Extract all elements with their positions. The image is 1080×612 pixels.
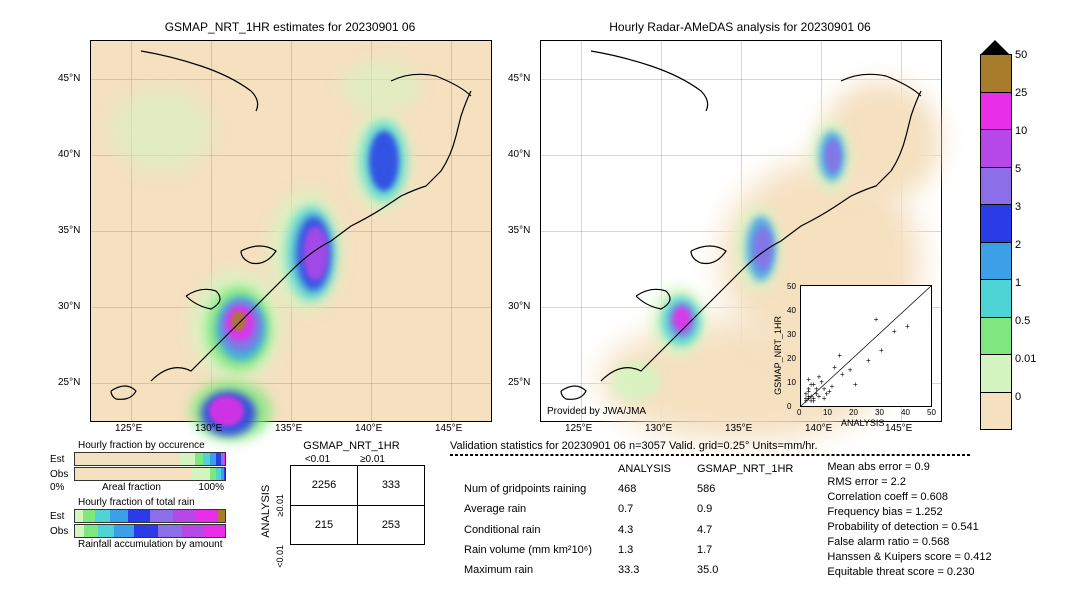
map2-attribution: Provided by JWA/JMA xyxy=(547,406,646,417)
val-row-a: 4.3 xyxy=(606,520,683,538)
val-row-name: Conditional rain xyxy=(452,520,604,538)
occ-areal: Areal fraction xyxy=(102,482,161,493)
cont-row-header: ANALYSIS xyxy=(260,454,272,568)
svg-text:+: + xyxy=(866,356,871,365)
colorbar-tick: 25 xyxy=(1015,87,1027,99)
colorbar-tick: 3 xyxy=(1015,201,1021,213)
svg-text:+: + xyxy=(832,363,837,372)
stat-row: False alarm ratio = 0.568 xyxy=(827,536,991,548)
map1-panel xyxy=(90,40,492,422)
map1-title: GSMAP_NRT_1HR estimates for 20230901 06 xyxy=(90,20,490,34)
totalrain-obs-bar xyxy=(74,524,226,538)
svg-text:+: + xyxy=(837,351,842,360)
cont-cell-10: 215 xyxy=(291,505,358,545)
occ-0pct: 0% xyxy=(50,482,64,493)
totalrain-title: Hourly fraction of total rain xyxy=(78,497,226,508)
val-row-b: 0.9 xyxy=(685,500,805,518)
svg-text:+: + xyxy=(905,322,910,331)
scatter-inset: ++++++++++++++++++++++++++++++++++001010… xyxy=(800,285,932,407)
obs-label2: Obs xyxy=(50,526,74,537)
svg-text:+: + xyxy=(840,370,845,379)
svg-text:+: + xyxy=(817,373,822,382)
colorbar-tick: 2 xyxy=(1015,239,1021,251)
svg-text:+: + xyxy=(853,380,858,389)
svg-text:+: + xyxy=(892,327,897,336)
val-row-a: 0.7 xyxy=(606,500,683,518)
val-row-b: 4.7 xyxy=(685,520,805,538)
svg-text:+: + xyxy=(848,365,853,374)
cont-col-lt: <0.01 xyxy=(290,454,345,465)
val-row-b: 35.0 xyxy=(685,561,805,579)
figure-root: GSMAP_NRT_1HR estimates for 20230901 06 … xyxy=(10,10,1070,602)
contingency-block: GSMAP_NRT_1HR ANALYSIS <0.01 ≥0.01 ≥0.01… xyxy=(260,440,425,568)
cont-col-ge: ≥0.01 xyxy=(345,454,400,465)
est-label: Est xyxy=(50,454,74,465)
occurrence-obs-bar xyxy=(74,467,226,481)
stat-row: Probability of detection = 0.541 xyxy=(827,521,991,533)
occurrence-est-bar xyxy=(74,452,226,466)
cont-row-ge: ≥0.01 xyxy=(275,494,290,516)
val-col-a: ANALYSIS xyxy=(606,460,683,478)
map2-title: Hourly Radar-AMeDAS analysis for 2023090… xyxy=(540,20,940,34)
colorbar-tick: 10 xyxy=(1015,125,1027,137)
val-row-b: 1.7 xyxy=(685,541,805,559)
occurrence-title: Hourly fraction by occurence xyxy=(78,440,226,451)
svg-text:+: + xyxy=(879,346,884,355)
totalrain-est-bar xyxy=(74,509,226,523)
colorbar-tick: 50 xyxy=(1015,49,1027,61)
val-row-a: 468 xyxy=(606,480,683,498)
contingency-table: 2256 333 215 253 xyxy=(290,465,425,545)
stat-row: Equitable threat score = 0.230 xyxy=(827,566,991,578)
colorbar-tick: 5 xyxy=(1015,163,1021,175)
val-row-name: Average rain xyxy=(452,500,604,518)
val-row-a: 1.3 xyxy=(606,541,683,559)
colorbar-tick: 0.01 xyxy=(1015,353,1036,365)
val-row-name: Num of gridpoints raining xyxy=(452,480,604,498)
svg-text:+: + xyxy=(806,385,811,394)
est-label2: Est xyxy=(50,511,74,522)
val-row-b: 586 xyxy=(685,480,805,498)
val-col-b: GSMAP_NRT_1HR xyxy=(685,460,805,478)
validation-header: Validation statistics for 20230901 06 n=… xyxy=(450,440,992,452)
cont-cell-11: 253 xyxy=(358,505,425,545)
stat-row: Frequency bias = 1.252 xyxy=(827,506,991,518)
svg-text:+: + xyxy=(830,382,835,391)
validation-block: Validation statistics for 20230901 06 n=… xyxy=(450,440,992,581)
cont-row-lt: <0.01 xyxy=(275,545,290,568)
colorbar-tick: 0.5 xyxy=(1015,315,1030,327)
val-row-name: Maximum rain xyxy=(452,561,604,579)
colorbar-tick: 0 xyxy=(1015,391,1021,403)
colorbar-tick: 1 xyxy=(1015,277,1021,289)
stat-row: Hanssen & Kuipers score = 0.412 xyxy=(827,551,991,563)
colorbar: 50251053210.50.010 xyxy=(980,40,1012,430)
occurrence-block: Hourly fraction by occurence Est Obs 0% … xyxy=(50,440,226,550)
validation-table: ANALYSIS GSMAP_NRT_1HR Num of gridpoints… xyxy=(450,458,807,581)
stat-row: Correlation coeff = 0.608 xyxy=(827,491,991,503)
val-row-a: 33.3 xyxy=(606,561,683,579)
stat-row: Mean abs error = 0.9 xyxy=(827,461,991,473)
occ-100pct: 100% xyxy=(198,482,224,493)
obs-label: Obs xyxy=(50,469,74,480)
svg-text:+: + xyxy=(822,394,827,403)
cont-cell-00: 2256 xyxy=(291,466,358,506)
svg-text:+: + xyxy=(811,397,816,406)
svg-text:+: + xyxy=(874,315,879,324)
stat-row: RMS error = 2.2 xyxy=(827,476,991,488)
cont-col-header: GSMAP_NRT_1HR xyxy=(278,440,425,452)
cont-cell-01: 333 xyxy=(358,466,425,506)
totalrain-footer: Rainfall accumulation by amount xyxy=(78,539,226,550)
stats-list: Mean abs error = 0.9 RMS error = 2.2 Corre… xyxy=(827,458,991,581)
val-row-name: Rain volume (mm km²10⁶) xyxy=(452,541,604,559)
